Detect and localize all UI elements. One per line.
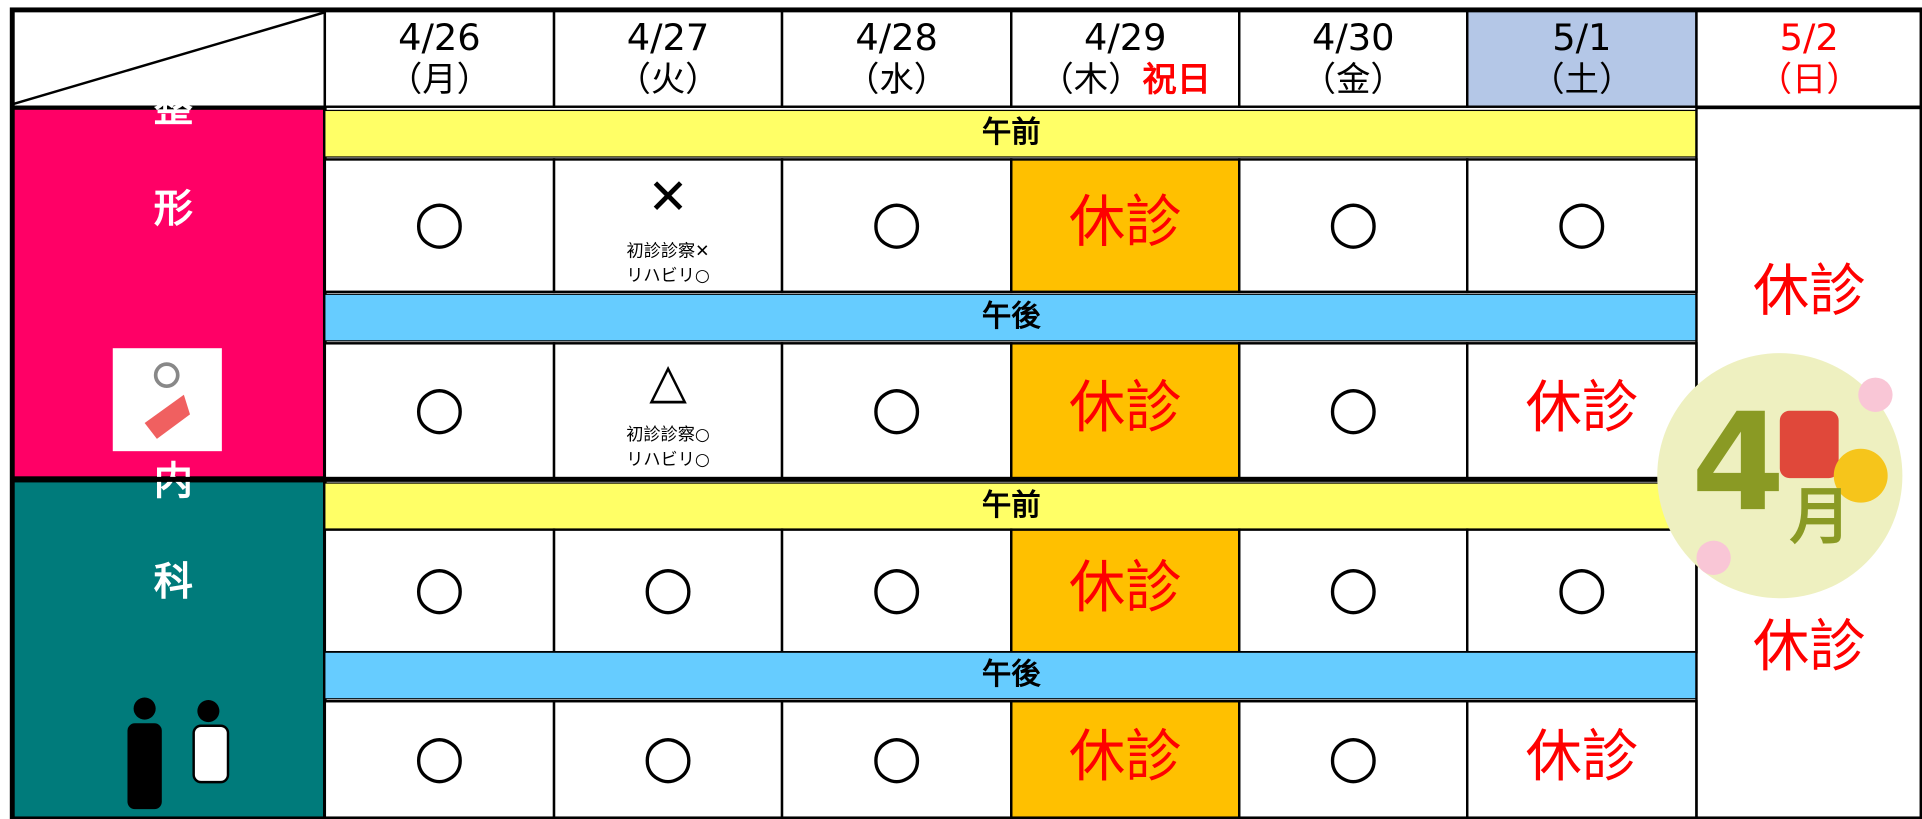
weekday: （火） — [617, 59, 720, 99]
header-cell — [323, 8, 556, 108]
schedule-cell — [323, 700, 556, 819]
cell-note: リハビリ○ — [626, 266, 710, 286]
weekday: （水） — [845, 59, 948, 99]
date: 4/27 — [627, 16, 710, 59]
schedule-cell — [552, 158, 784, 294]
cell-mark: 休診 — [1069, 190, 1182, 255]
department-name: 内科 — [147, 459, 193, 661]
cell-mark: ○ — [414, 721, 465, 790]
session-label: 午後 — [982, 299, 1041, 333]
date: 4/26 — [398, 16, 481, 59]
department-name: 整形 — [147, 87, 193, 289]
icon-patient-body — [127, 723, 162, 810]
icon-doctor-head — [197, 700, 220, 723]
schedule-cell — [1238, 528, 1469, 654]
schedule-cell — [780, 528, 1013, 654]
cell-mark: ○ — [871, 552, 922, 621]
cell-mark: 休診 — [1069, 725, 1182, 790]
schedule-cell — [323, 342, 556, 480]
schedule-cell — [780, 700, 1013, 819]
weekday-line: （水） — [845, 59, 948, 99]
cell-mark: ○ — [1556, 552, 1607, 621]
date: 4/29 — [1084, 16, 1167, 59]
weekday-line: （火） — [617, 59, 720, 99]
cell-mark: ○ — [414, 552, 465, 621]
closed-label: 休診 — [1753, 614, 1866, 679]
session-label: 午前 — [982, 115, 1041, 149]
schedule-cell — [552, 528, 784, 654]
badge-number: 4 — [1691, 384, 1785, 541]
schedule-cell — [323, 158, 556, 294]
schedule-cell — [1010, 700, 1241, 819]
schedule-cell — [552, 700, 784, 819]
header-cell — [1238, 8, 1469, 108]
date: 4/30 — [1312, 16, 1395, 59]
date: 5/2 — [1780, 16, 1839, 59]
badge-unit: 月 — [1790, 482, 1851, 553]
badge-flower — [1696, 540, 1731, 575]
cell-mark: ✕ — [648, 167, 689, 225]
cell-note: 初診診察✕ — [627, 241, 710, 261]
cell-mark: ○ — [642, 552, 693, 621]
cell-mark: 休診 — [1069, 375, 1182, 440]
icon-head — [153, 362, 180, 389]
icon-sling — [144, 394, 190, 439]
schedule-cell — [780, 158, 1013, 294]
closed-label: 休診 — [1753, 259, 1866, 324]
cell-mark: 休診 — [1525, 725, 1638, 790]
cell-note: 初診診察○ — [626, 425, 710, 445]
weekday-line: （木）祝日 — [1039, 59, 1211, 99]
weekday: （木） — [1039, 59, 1142, 99]
badge-flower — [1858, 377, 1893, 412]
schedule-cell — [1466, 700, 1698, 819]
cell-mark: ○ — [414, 372, 465, 441]
weekday-line: （金） — [1302, 59, 1405, 99]
weekday-line: （土） — [1530, 59, 1633, 99]
icon-patient-head — [133, 697, 156, 720]
badge-hat — [1833, 448, 1888, 503]
cell-mark: ○ — [642, 721, 693, 790]
holiday: 祝日 — [1142, 59, 1211, 99]
session-band — [324, 293, 1698, 342]
schedule-cell — [1466, 342, 1698, 480]
corner-diagonal — [11, 11, 326, 106]
cell-mark: ○ — [1328, 187, 1379, 256]
schedule-cell — [1466, 528, 1698, 654]
weekday: （月） — [388, 59, 491, 99]
session-label: 午前 — [982, 488, 1041, 522]
cell-mark: ○ — [871, 721, 922, 790]
weekday: （金） — [1302, 59, 1405, 99]
session-band — [324, 109, 1698, 158]
schedule-cell — [1010, 342, 1241, 480]
cell-note: リハビリ○ — [626, 450, 710, 470]
cell-mark: 休診 — [1525, 375, 1638, 440]
weekday: （土） — [1530, 59, 1633, 99]
cell-mark: ○ — [1328, 372, 1379, 441]
weekday-line: （日） — [1758, 59, 1861, 99]
weekday: （日） — [1758, 59, 1861, 99]
cell-mark: ○ — [871, 372, 922, 441]
cell-mark: ○ — [1328, 721, 1379, 790]
session-label: 午後 — [982, 657, 1041, 691]
cell-mark: △ — [649, 351, 687, 409]
date: 4/28 — [855, 16, 938, 59]
cell-mark: ○ — [871, 187, 922, 256]
cell-mark: ○ — [1328, 552, 1379, 621]
cell-mark: ○ — [1556, 187, 1607, 256]
schedule-cell — [1238, 700, 1469, 819]
session-band — [324, 651, 1698, 700]
schedule-cell — [1010, 158, 1241, 294]
date: 5/1 — [1552, 16, 1611, 59]
badge-bag — [1779, 410, 1839, 479]
icon-doctor-body — [192, 724, 230, 784]
weekday-line: （月） — [388, 59, 491, 99]
schedule-cell — [323, 528, 556, 654]
badge-circle — [1657, 353, 1903, 599]
cell-mark: 休診 — [1069, 556, 1182, 621]
cell-mark: ○ — [414, 187, 465, 256]
